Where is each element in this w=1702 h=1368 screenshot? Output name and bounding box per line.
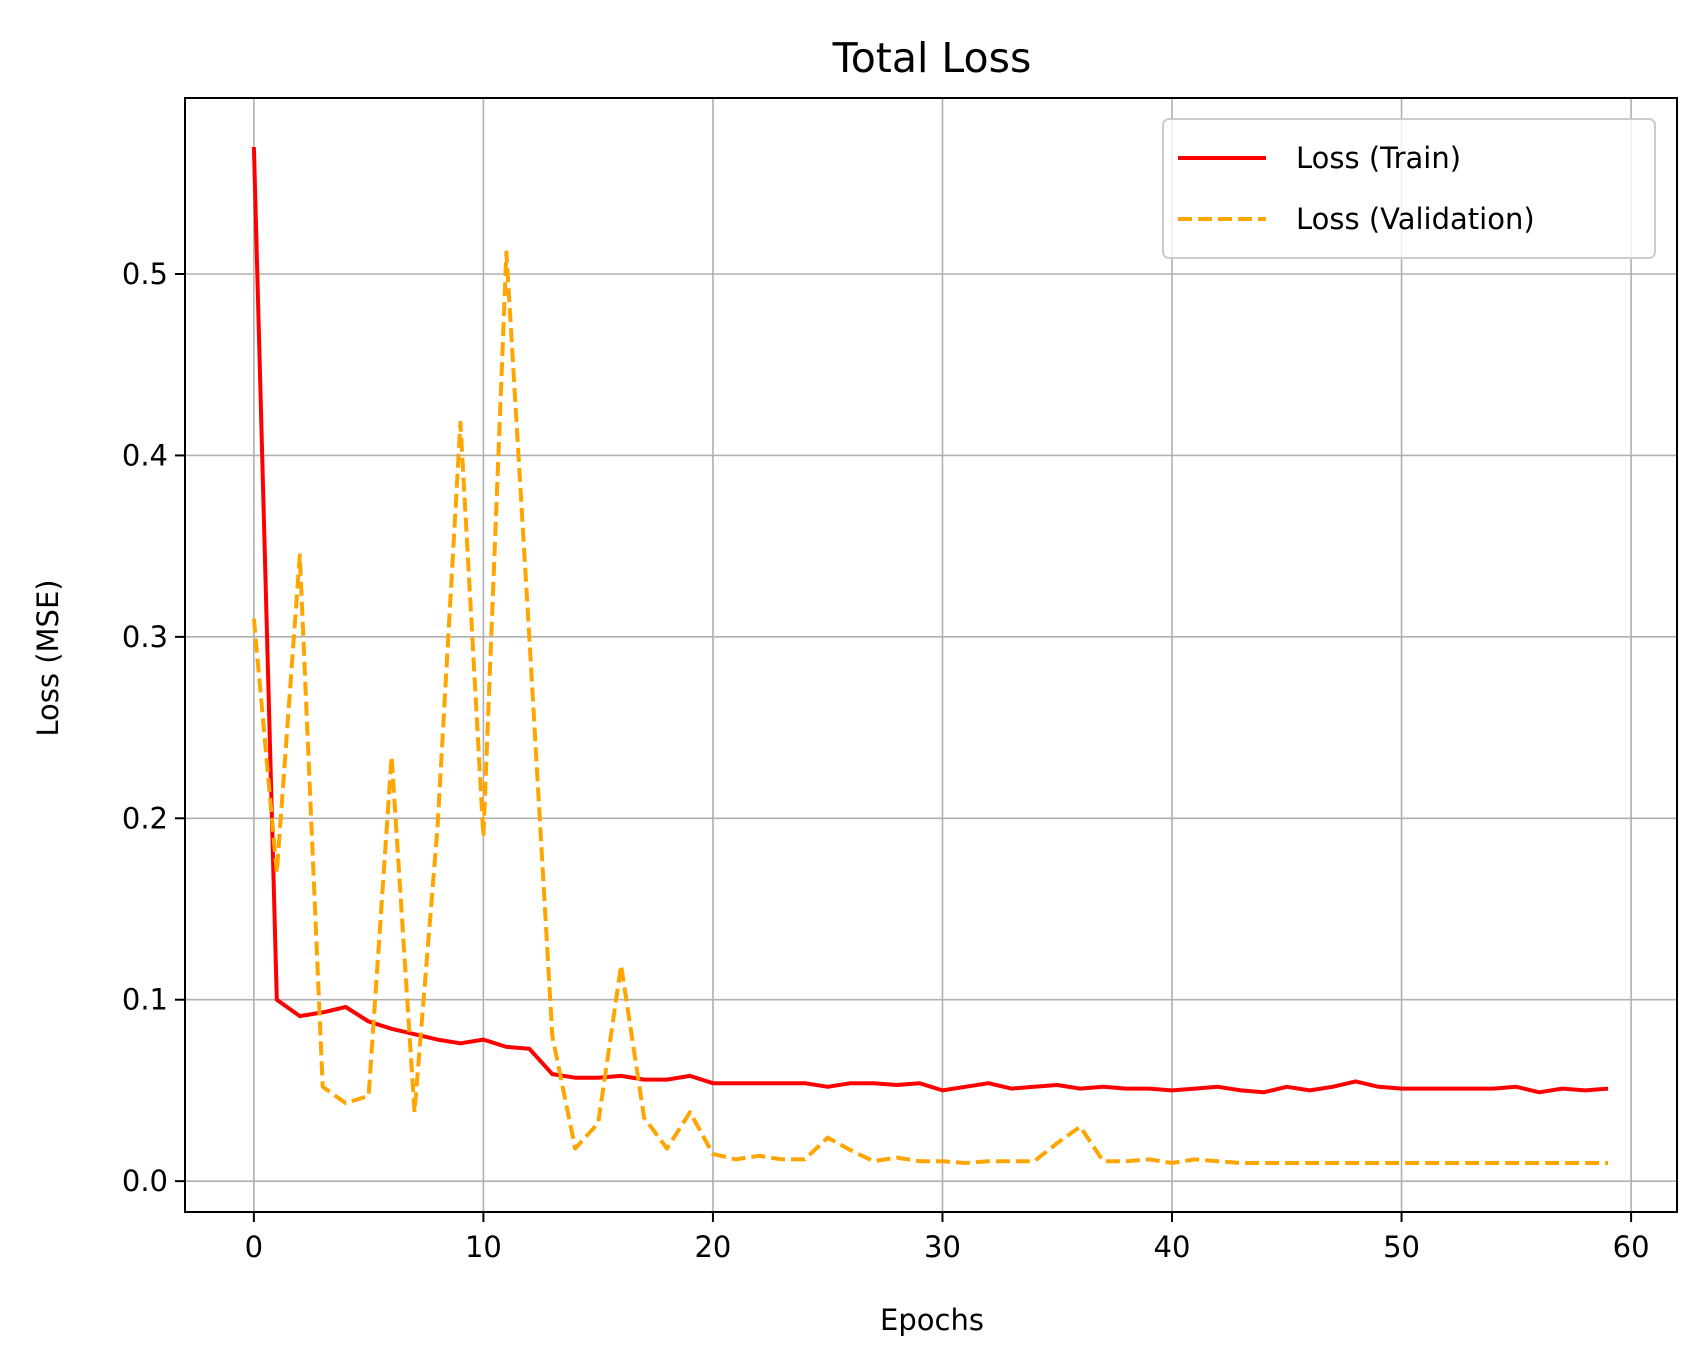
plot-frame — [184, 97, 1678, 1213]
legend-label-validation: Loss (Validation) — [1296, 202, 1535, 236]
x-tick-label: 60 — [1613, 1230, 1650, 1264]
y-axis-ticks: 0.0 0.1 0.2 0.3 0.4 0.5 — [122, 257, 185, 1198]
y-tick-label: 0.0 — [122, 1164, 168, 1198]
x-tick-label: 10 — [465, 1230, 502, 1264]
y-tick-label: 0.3 — [122, 620, 168, 654]
x-tick-label: 30 — [924, 1230, 961, 1264]
x-axis-label: Epochs — [880, 1303, 984, 1337]
y-tick-label: 0.4 — [122, 438, 168, 472]
legend-label-train: Loss (Train) — [1296, 141, 1461, 175]
y-tick-label: 0.5 — [122, 257, 168, 291]
series-line-validation — [251, 250, 1609, 1165]
x-tick-label: 20 — [694, 1230, 731, 1264]
series-line-train — [251, 146, 1609, 1095]
legend: Loss (Train) Loss (Validation) — [1162, 118, 1656, 259]
series-lines — [251, 146, 1609, 1165]
y-axis-label: Loss (MSE) — [31, 579, 65, 736]
x-tick-label: 0 — [245, 1230, 263, 1264]
chart-title: Total Loss — [832, 34, 1032, 82]
y-tick-label: 0.1 — [122, 983, 168, 1017]
y-tick-label: 0.2 — [122, 801, 168, 835]
x-axis-ticks: 0 10 20 30 40 50 60 — [245, 1212, 1650, 1264]
grid-lines — [185, 98, 1677, 1212]
legend-box — [1162, 118, 1656, 259]
x-tick-label: 40 — [1154, 1230, 1191, 1264]
x-tick-label: 50 — [1383, 1230, 1420, 1264]
